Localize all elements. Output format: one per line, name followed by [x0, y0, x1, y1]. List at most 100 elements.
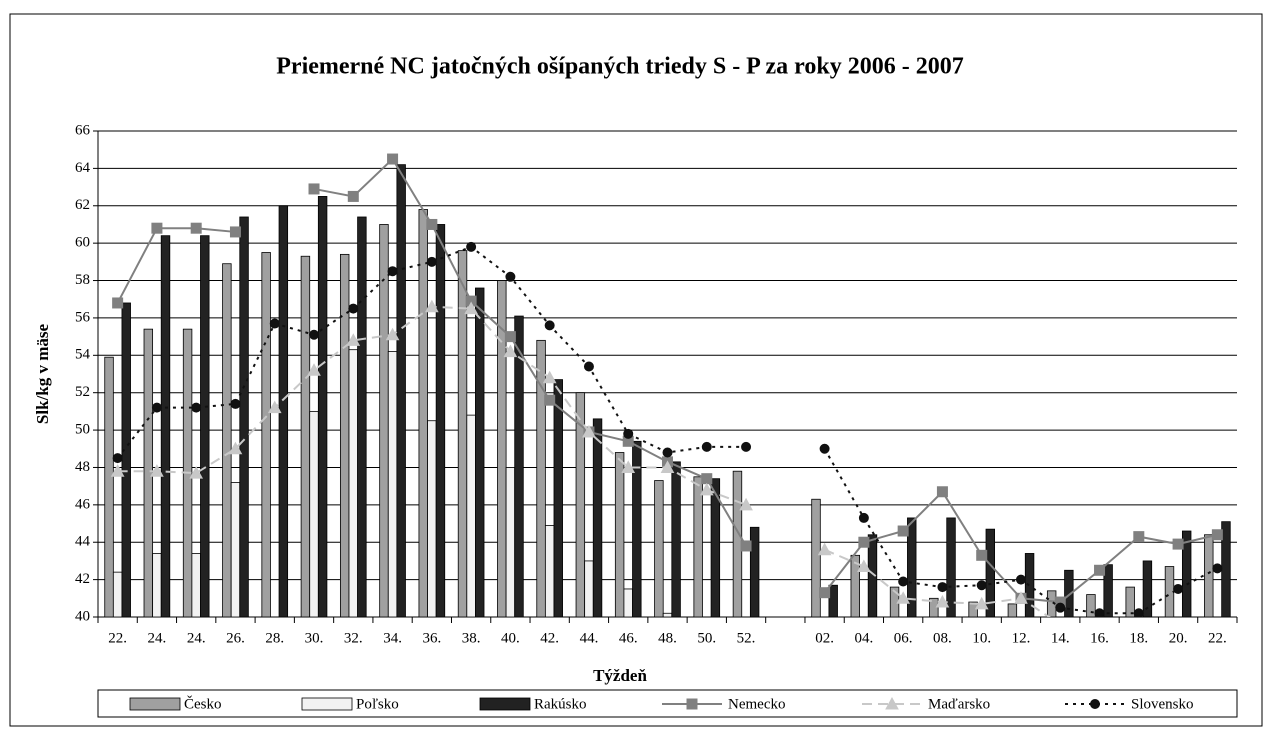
bar: [300, 255, 311, 617]
marker: [267, 400, 282, 414]
series-line: [823, 490, 1218, 604]
x-tick-label: 14.: [1051, 630, 1070, 646]
marker: [817, 542, 832, 556]
marker: [935, 595, 950, 608]
bar: [1064, 569, 1074, 617]
x-tick-label: 22.: [1208, 630, 1227, 646]
marker: [937, 582, 948, 593]
marker: [857, 559, 871, 573]
x-tick-label: 22.: [108, 630, 127, 646]
bar: [592, 418, 603, 617]
marker: [896, 591, 910, 604]
marker: [1172, 538, 1184, 550]
bar: [1086, 594, 1096, 617]
x-tick-label: 28.: [265, 630, 284, 646]
x-tick-label: 36.: [422, 630, 441, 646]
bar: [749, 526, 760, 617]
bar: [828, 584, 838, 617]
x-tick-label: 12.: [1012, 630, 1031, 646]
marker: [976, 549, 988, 561]
bar: [968, 601, 978, 617]
bar: [907, 517, 917, 617]
x-tick-label: 48.: [658, 630, 677, 646]
marker: [819, 587, 831, 599]
marker: [544, 320, 555, 331]
x-tick-label: 20.: [1169, 630, 1188, 646]
marker: [191, 402, 202, 413]
marker: [936, 486, 948, 498]
marker: [739, 497, 753, 511]
marker: [1094, 564, 1106, 576]
y-tick-label: 48: [75, 459, 90, 475]
marker: [504, 331, 516, 343]
x-tick-label: 02.: [815, 630, 834, 646]
bar: [632, 440, 642, 617]
marker: [230, 398, 241, 409]
bar: [348, 349, 358, 617]
y-tick-label: 54: [75, 347, 91, 363]
series-line: [313, 157, 747, 547]
marker: [544, 394, 556, 406]
x-tick-label: 32.: [344, 630, 363, 646]
marker: [151, 402, 162, 413]
marker: [308, 183, 320, 195]
bar: [475, 287, 485, 617]
bar: [339, 253, 350, 617]
marker: [228, 441, 243, 455]
y-tick-label: 50: [75, 422, 90, 438]
bar: [1024, 553, 1035, 617]
marker: [858, 536, 870, 548]
marker: [347, 190, 359, 202]
marker: [387, 153, 399, 165]
x-tick-label: 26.: [226, 630, 245, 646]
bar: [239, 216, 249, 617]
x-tick-label: 44.: [580, 630, 599, 646]
marker: [505, 271, 516, 282]
x-tick-label: 42.: [540, 630, 559, 646]
series-line: [116, 245, 747, 459]
bar: [1221, 521, 1231, 617]
y-tick-label: 42: [75, 571, 90, 587]
bar: [850, 554, 860, 617]
bar: [929, 597, 939, 617]
y-tick-label: 46: [75, 496, 91, 512]
bar: [946, 517, 956, 617]
bar: [985, 528, 996, 617]
bar: [387, 351, 398, 617]
bar: [357, 216, 367, 617]
marker: [1133, 608, 1144, 617]
legend-label: Poľsko: [356, 696, 399, 712]
marker: [686, 698, 698, 710]
bar: [1181, 530, 1192, 617]
marker: [387, 266, 398, 277]
x-tick-label: 30.: [305, 630, 324, 646]
marker: [660, 460, 675, 473]
marker: [385, 327, 400, 341]
y-tick-label: 60: [75, 235, 90, 251]
y-tick-label: 52: [75, 384, 90, 400]
bar: [623, 588, 633, 617]
bar: [671, 461, 681, 617]
marker: [309, 329, 320, 340]
bar: [867, 534, 878, 617]
y-tick-label: 44: [75, 534, 91, 550]
marker: [1055, 602, 1066, 613]
marker: [1054, 618, 1066, 629]
marker: [974, 596, 989, 610]
bar: [160, 235, 171, 617]
bar: [309, 410, 319, 617]
marker: [1015, 574, 1026, 585]
marker: [346, 333, 361, 346]
marker: [112, 297, 124, 309]
bar: [200, 235, 210, 617]
marker: [189, 466, 204, 479]
bar: [732, 470, 743, 617]
marker: [583, 361, 594, 372]
y-tick-label: 62: [75, 197, 90, 213]
marker: [1090, 699, 1100, 709]
plot-area: [104, 153, 1231, 629]
x-axis-title: Týždeň: [593, 666, 647, 685]
x-tick-label: 46.: [619, 630, 638, 646]
y-axis-title: Slk/kg v mäse: [33, 323, 52, 424]
x-tick-label: 18.: [1129, 630, 1148, 646]
